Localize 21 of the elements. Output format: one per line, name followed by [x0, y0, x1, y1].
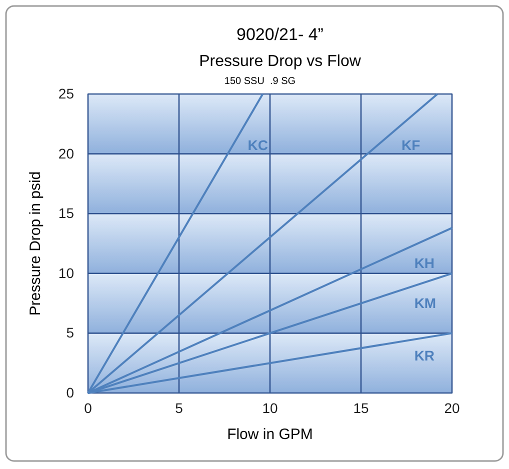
series-label: KH	[414, 254, 435, 271]
x-tick-label: 20	[444, 400, 460, 416]
y-tick-label: 10	[58, 264, 74, 281]
y-tick-label: 5	[66, 324, 74, 341]
series-label: KR	[414, 347, 435, 364]
x-axis-title: Flow in GPM	[227, 426, 313, 443]
series-label: KF	[402, 136, 421, 153]
x-tick-label: 15	[353, 400, 369, 416]
text: 150 SSU .9 SG	[224, 76, 296, 87]
y-axis-title: Pressure Drop in psid	[27, 171, 44, 316]
series-label: KC	[248, 136, 268, 153]
chart-subtitle: Pressure Drop vs Flow	[199, 53, 362, 70]
x-tick-label: 0	[84, 400, 92, 416]
y-tick-label: 20	[58, 145, 74, 162]
chart-title: 9020/21- 4”	[236, 25, 324, 44]
y-tick-label: 25	[58, 85, 74, 102]
x-tick-label: 10	[262, 400, 278, 416]
x-tick-label: 5	[175, 400, 184, 416]
series-label: KM	[414, 294, 436, 311]
y-tick-label: 0	[66, 384, 74, 400]
y-tick-label: 15	[58, 205, 74, 222]
